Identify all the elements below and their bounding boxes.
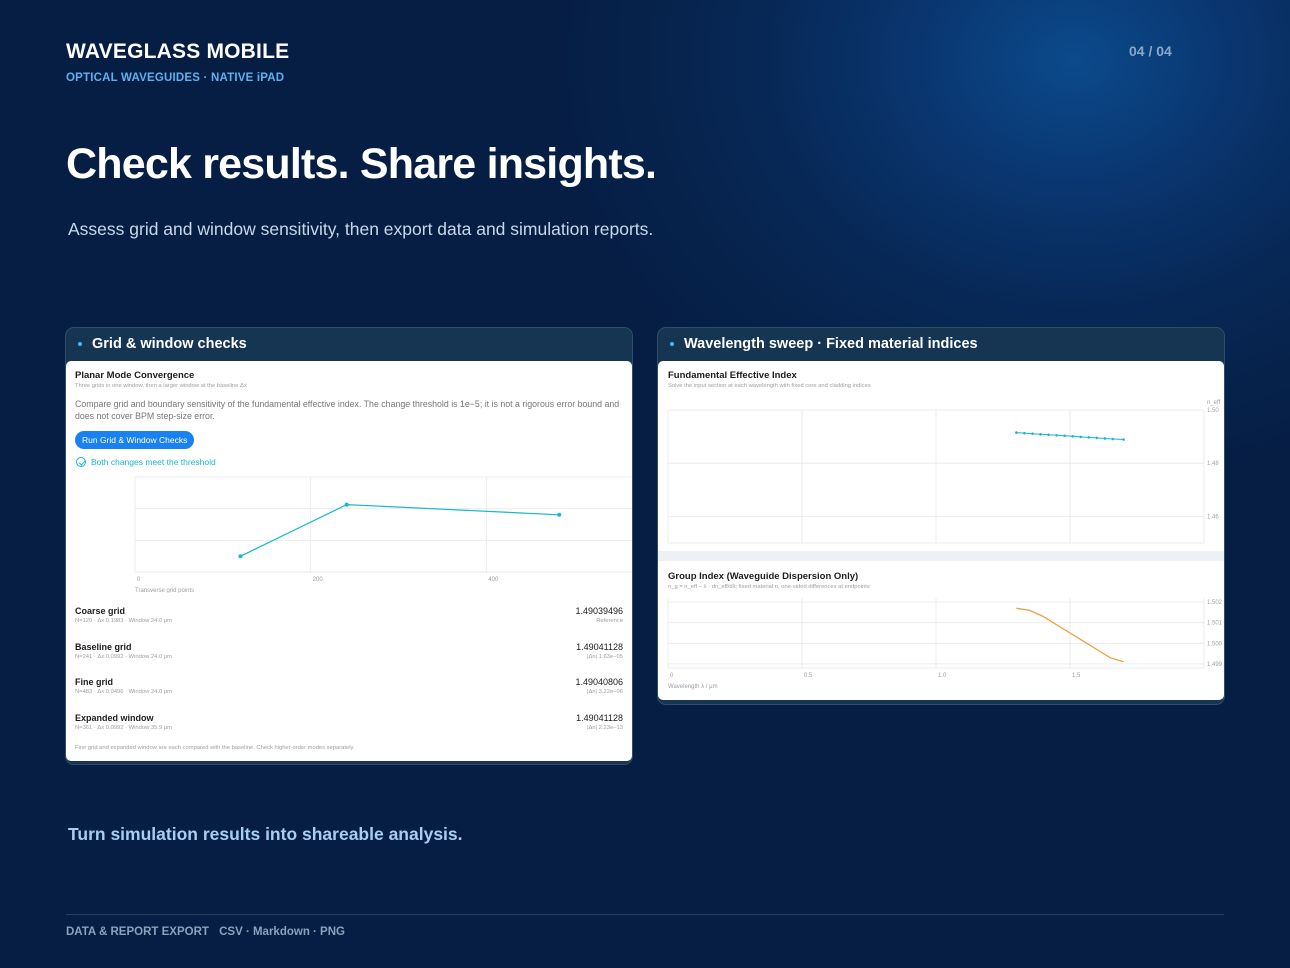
status-text: Both changes meet the threshold <box>91 457 216 467</box>
convergence-panel: Planar Mode Convergence Three grids in o… <box>66 361 632 761</box>
effective-index-title: Fundamental Effective Index <box>668 370 797 381</box>
card-header-label: Wavelength sweep · Fixed material indice… <box>684 336 978 352</box>
grid-window-checks-card: Grid & window checks Planar Mode Converg… <box>65 327 633 765</box>
x-axis-label: Wavelength λ / μm <box>668 684 718 690</box>
effective-index-subtitle: Solve the input section at each waveleng… <box>668 383 871 389</box>
card-header: Wavelength sweep · Fixed material indice… <box>658 328 1224 360</box>
section-divider <box>658 551 1224 561</box>
row-name: Fine grid <box>75 677 113 687</box>
bullet-dot-icon <box>78 342 82 346</box>
brand-subtitle: OPTICAL WAVEGUIDES · NATIVE iPAD <box>66 72 285 84</box>
data-point <box>1031 432 1034 435</box>
checkmark-circle-icon <box>76 457 86 467</box>
panel-title: Planar Mode Convergence <box>75 370 195 381</box>
row-note: Reference <box>596 618 623 624</box>
panel-footnote: Fine grid and expanded window are each c… <box>75 745 355 751</box>
y-tick-label: 1.501 <box>1207 621 1222 627</box>
x-tick-label: 400 <box>488 577 499 583</box>
table-row: Expanded window N=361 · Δx 0.0992 · Wind… <box>75 713 623 741</box>
data-point <box>1071 435 1074 438</box>
data-point <box>1122 438 1125 441</box>
series-line <box>1016 607 1124 663</box>
row-value: 1.49039496 <box>575 606 623 616</box>
y-tick-label: 1.502 <box>1207 600 1222 606</box>
data-point <box>1111 437 1115 441</box>
panel-description: Compare grid and boundary sensitivity of… <box>75 399 620 421</box>
row-name: Baseline grid <box>75 642 132 652</box>
row-value: 1.49040806 <box>575 677 623 687</box>
x-tick-label: 1.5 <box>1072 673 1081 679</box>
hero-subtitle: Assess grid and window sensitivity, then… <box>68 219 654 239</box>
row-value: 1.49041128 <box>576 642 623 652</box>
data-point <box>238 554 243 559</box>
data-point <box>1079 435 1083 439</box>
row-meta: N=120 · Δx 0.1983 · Window 24.0 μm <box>75 618 172 624</box>
x-tick-label: 200 <box>313 577 324 583</box>
brand-title: WAVEGLASS MOBILE <box>66 40 290 63</box>
data-point <box>1103 437 1107 440</box>
data-point <box>344 502 349 507</box>
x-tick-label: 0 <box>670 673 674 679</box>
table-row: Baseline grid N=241 · Δx 0.0992 · Window… <box>75 642 623 670</box>
footer: DATA & REPORT EXPORT CSV · Markdown · PN… <box>66 926 345 938</box>
tagline: Turn simulation results into shareable a… <box>68 824 463 844</box>
run-checks-button[interactable]: Run Grid & Window Checks <box>75 431 195 449</box>
y-tick-label: 1.50 <box>1207 408 1219 414</box>
data-point <box>1095 436 1099 440</box>
x-tick-label: 0.5 <box>804 673 813 679</box>
footer-divider <box>66 914 1224 915</box>
card-header-label: Grid & window checks <box>92 336 247 352</box>
wavelength-sweep-card: Wavelength sweep · Fixed material indice… <box>657 327 1225 705</box>
series-line <box>240 503 560 557</box>
card-header: Grid & window checks <box>66 328 632 360</box>
row-name: Expanded window <box>75 713 154 723</box>
footer-formats: CSV · Markdown · PNG <box>219 926 345 938</box>
row-note: |Δn| 3.22e−06 <box>586 689 623 695</box>
row-note: |Δn| 1.63e−05 <box>586 654 623 660</box>
group-index-chart: 0 0.5 1.0 1.5 1.502 1.501 1.500 1.499 Wavelength… <box>667 598 1222 690</box>
table-row: Fine grid N=483 · Δx 0.0496 · Window 24.… <box>75 677 623 705</box>
table-row: Coarse grid N=120 · Δx 0.1983 · Window 2… <box>75 606 623 634</box>
x-tick-label: 1.0 <box>938 673 947 679</box>
group-index-title: Group Index (Waveguide Dispersion Only) <box>668 571 859 582</box>
page-number: 04 / 04 <box>1129 43 1172 59</box>
data-point <box>1023 431 1026 435</box>
row-name: Coarse grid <box>75 606 126 616</box>
y-axis-label: n_eff <box>1207 400 1221 406</box>
row-meta: N=241 · Δx 0.0992 · Window 24.0 μm <box>75 654 172 660</box>
data-point <box>1047 433 1050 437</box>
y-tick-label: 1.499 <box>1207 662 1222 668</box>
series-line <box>1016 432 1124 440</box>
data-point <box>1015 431 1018 434</box>
brand: WAVEGLASS MOBILE OPTICAL WAVEGUIDES · NA… <box>66 40 289 84</box>
hero-title: Check results. Share insights. <box>66 140 657 188</box>
y-tick-label: 1.48 <box>1207 461 1219 467</box>
data-point <box>1055 433 1058 437</box>
group-index-subtitle: n_g = n_eff − λ · dn_eff/dλ; fixed mater… <box>668 584 870 590</box>
convergence-chart: 02004001.490421.490411.490401.49039Trans… <box>134 476 632 593</box>
effective-index-chart: 00.51.01.51.501.481.46n_effWavelength λ … <box>667 400 1221 544</box>
row-meta: N=361 · Δx 0.0992 · Window 35.9 μm <box>75 725 172 731</box>
sweep-panel: Fundamental Effective Index Solve the in… <box>658 361 1224 700</box>
data-point <box>557 512 562 517</box>
data-point <box>1039 432 1042 436</box>
x-tick-label: 0 <box>137 577 141 583</box>
status-message: Both changes meet the threshold <box>76 457 216 467</box>
x-axis-label: Transverse grid points <box>135 588 194 593</box>
data-point <box>1063 434 1066 438</box>
bullet-dot-icon <box>670 342 674 346</box>
footer-label: DATA & REPORT EXPORT <box>66 926 209 938</box>
row-value: 1.49041128 <box>576 713 623 723</box>
y-tick-label: 1.46 <box>1207 514 1219 520</box>
data-point <box>1087 436 1091 439</box>
y-tick-label: 1.500 <box>1207 641 1222 647</box>
panel-subtitle: Three grids in one window, then a larger… <box>75 383 247 389</box>
row-meta: N=483 · Δx 0.0496 · Window 24.0 μm <box>75 689 172 695</box>
row-note: |Δn| 2.23e−13 <box>586 725 623 731</box>
